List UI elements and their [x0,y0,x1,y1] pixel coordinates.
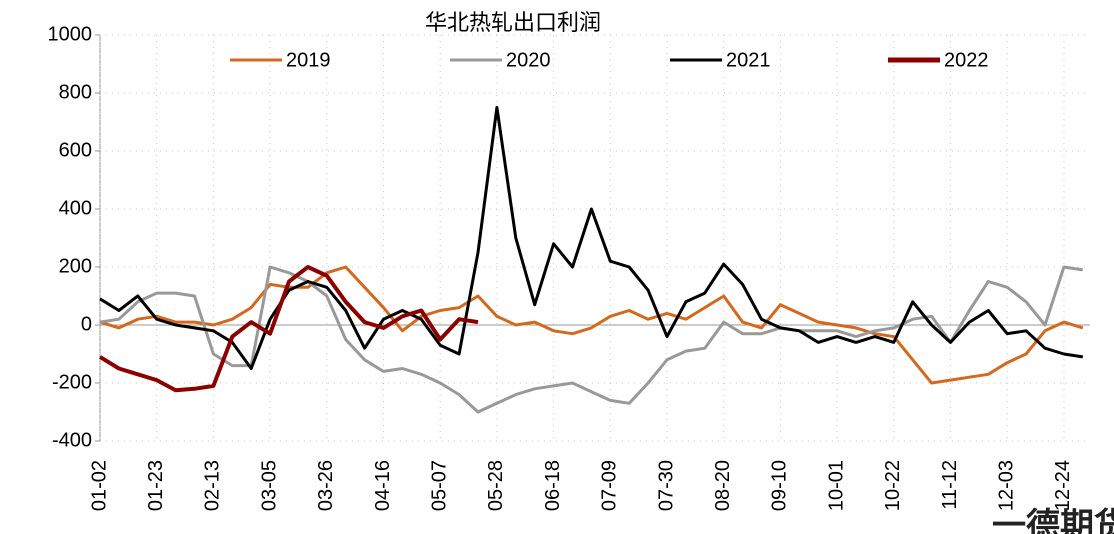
series-line [99,265,1084,414]
x-tick-label: 08-20 [712,460,734,511]
x-tick-label: 12-03 [995,460,1017,511]
x-tick-label: 03-05 [258,460,280,511]
x-tick-label: 05-28 [485,460,507,511]
y-tick-label: -400 [52,429,92,451]
x-tick-label: 07-09 [599,460,621,511]
y-tick-label: 400 [59,197,92,219]
y-tick-label: 1000 [48,23,93,45]
x-tick-label: 05-07 [428,460,450,511]
x-tick-label: 01-02 [88,460,110,511]
series-line [99,106,1084,370]
x-tick-label: 07-30 [655,460,677,511]
x-tick-label: 09-10 [769,460,791,511]
x-tick-label: 01-23 [145,460,167,511]
x-tick-label: 04-16 [372,460,394,511]
y-tick-label: 600 [59,139,92,161]
legend-label: 2021 [726,49,771,71]
series-line [98,265,479,393]
y-tick-label: 0 [81,313,92,335]
x-tick-label: 11-12 [939,460,961,510]
legend-label: 2022 [944,49,989,71]
x-tick-label: 10-22 [882,460,904,511]
x-tick-label: 03-26 [315,460,337,511]
x-tick-label: 10-01 [825,460,847,511]
x-tick-label: 02-13 [202,460,224,511]
y-tick-label: -200 [52,371,92,393]
legend-label: 2020 [506,49,551,71]
x-tick-label: 12-24 [1052,460,1074,511]
watermark: 一德期货 [992,507,1114,534]
y-tick-label: 800 [59,81,92,103]
x-tick-label: 06-18 [542,460,564,511]
y-tick-label: 200 [59,255,92,277]
legend-label: 2019 [286,49,331,71]
chart-title: 华北热轧出口利润 [425,10,601,35]
